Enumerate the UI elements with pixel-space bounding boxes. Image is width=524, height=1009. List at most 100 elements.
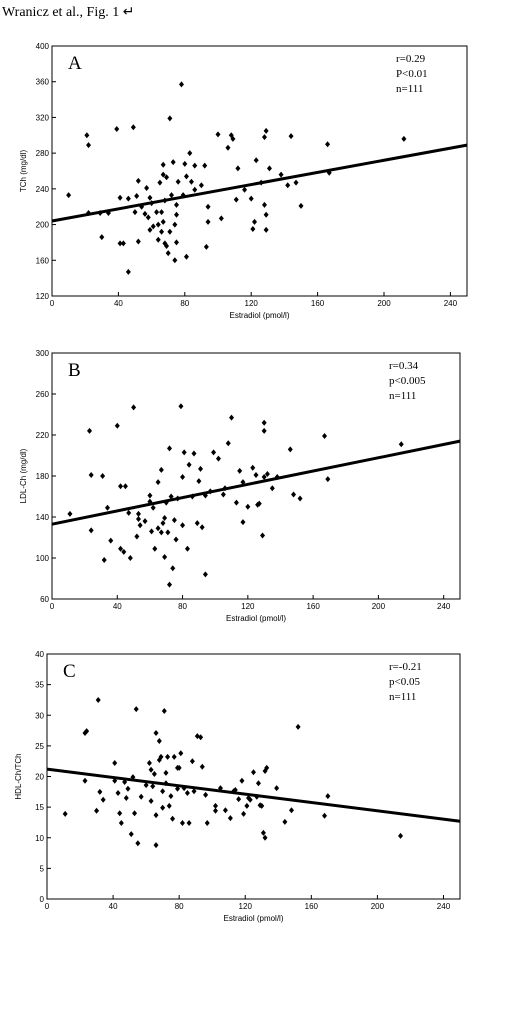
annotation: p<0.005: [389, 375, 426, 387]
point: [171, 517, 177, 524]
point: [135, 510, 141, 517]
point: [167, 115, 173, 122]
point: [244, 802, 250, 809]
y-tick-label: 15: [35, 803, 44, 812]
point: [147, 194, 153, 201]
x-tick-label: 0: [50, 602, 55, 611]
point: [174, 239, 179, 246]
annotation: r=0.29: [396, 53, 426, 65]
point: [131, 404, 137, 411]
point: [186, 461, 192, 468]
point: [158, 466, 164, 473]
point: [161, 707, 167, 714]
point: [186, 820, 192, 827]
point: [88, 527, 94, 534]
point: [172, 257, 178, 264]
point: [239, 777, 245, 784]
point: [84, 132, 90, 139]
point: [180, 474, 186, 481]
point: [155, 479, 161, 486]
point: [173, 536, 179, 543]
point: [215, 455, 221, 462]
point: [153, 730, 159, 737]
y-tick-label: 240: [36, 185, 50, 194]
point: [293, 179, 299, 186]
point: [198, 182, 204, 189]
point: [261, 474, 267, 481]
point: [66, 192, 72, 199]
point: [170, 815, 176, 822]
point: [263, 127, 269, 134]
point: [138, 793, 144, 800]
y-tick-label: 40: [35, 650, 44, 659]
point: [178, 750, 184, 757]
point: [398, 832, 404, 839]
point: [229, 414, 235, 421]
point: [115, 790, 121, 797]
point: [194, 520, 200, 527]
point: [172, 221, 178, 228]
point: [160, 520, 166, 527]
point: [181, 449, 187, 456]
point: [174, 211, 179, 218]
point: [150, 223, 156, 230]
point: [122, 483, 128, 490]
x-tick-label: 240: [437, 902, 451, 911]
point: [134, 533, 140, 540]
point: [104, 504, 110, 511]
point: [135, 238, 141, 245]
point: [134, 193, 140, 199]
point: [120, 240, 126, 247]
point: [118, 483, 124, 490]
point: [325, 793, 331, 800]
x-tick-label: 160: [306, 602, 320, 611]
point: [168, 493, 174, 500]
point: [156, 737, 162, 744]
point: [205, 203, 211, 210]
point: [189, 758, 195, 765]
point: [171, 753, 177, 760]
x-tick-label: 80: [180, 299, 189, 308]
point: [125, 268, 131, 275]
point: [170, 159, 176, 166]
point: [147, 226, 153, 233]
point: [154, 209, 160, 216]
y-tick-label: 35: [35, 681, 44, 690]
point: [182, 160, 188, 167]
point: [287, 446, 293, 453]
point: [245, 503, 251, 510]
point: [259, 802, 265, 809]
annotation: r=-0.21: [389, 661, 422, 673]
y-tick-label: 160: [36, 256, 50, 265]
y-tick-label: 20: [35, 773, 44, 782]
point: [248, 195, 254, 202]
point: [233, 196, 239, 203]
point: [263, 226, 269, 233]
y-tick-label: 220: [36, 431, 50, 440]
point: [252, 218, 258, 225]
point: [135, 177, 141, 184]
annotation: P<0.01: [396, 68, 428, 80]
point: [130, 124, 136, 131]
annotation: n=111: [389, 691, 416, 703]
annotation: r=0.34: [389, 360, 419, 372]
x-tick-label: 120: [239, 902, 253, 911]
x-axis-label: Estradiol (pmol/l): [229, 311, 289, 320]
point: [175, 178, 181, 185]
point: [198, 734, 204, 741]
point: [240, 519, 246, 526]
annotation: p<0.05: [389, 676, 420, 688]
point: [253, 157, 259, 164]
point: [117, 240, 123, 247]
point: [247, 796, 253, 803]
point: [114, 126, 120, 133]
point: [162, 553, 168, 560]
point: [298, 202, 304, 209]
point: [215, 131, 221, 138]
point: [242, 186, 248, 193]
point: [211, 449, 217, 456]
point: [162, 515, 168, 522]
point: [198, 465, 204, 472]
